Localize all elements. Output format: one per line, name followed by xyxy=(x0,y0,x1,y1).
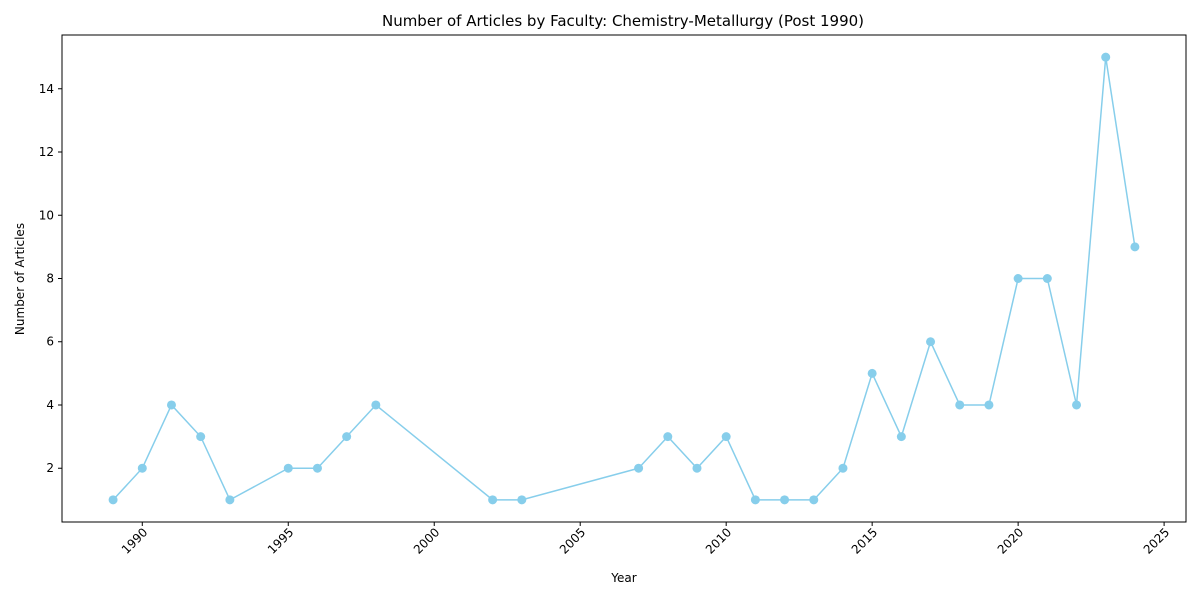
y-tick-label: 8 xyxy=(46,272,54,286)
y-tick-label: 2 xyxy=(46,461,54,475)
data-point-1997 xyxy=(342,432,352,442)
x-tick-label: 1995 xyxy=(265,525,296,556)
data-point-2018 xyxy=(955,400,965,410)
x-tick-label: 2010 xyxy=(703,525,734,556)
data-point-1993 xyxy=(225,495,235,505)
y-tick-label: 12 xyxy=(39,145,54,159)
data-point-2016 xyxy=(896,432,906,442)
data-point-2008 xyxy=(663,432,673,442)
data-point-1989 xyxy=(108,495,118,505)
data-point-2020 xyxy=(1013,274,1023,283)
data-point-2009 xyxy=(692,463,702,473)
data-point-2010 xyxy=(721,432,731,442)
data-point-1991 xyxy=(166,400,176,410)
data-point-1996 xyxy=(312,463,322,473)
x-tick-label: 2020 xyxy=(995,525,1026,556)
y-axis: 2 4 6 8 10 12 14 xyxy=(39,82,62,475)
series-line xyxy=(112,57,1136,501)
x-axis: 1990 1995 2000 2005 2010 2015 2020 2025 xyxy=(119,522,1172,557)
data-point-1990 xyxy=(137,463,147,473)
x-tick-label: 2015 xyxy=(849,525,880,556)
y-tick-label: 6 xyxy=(46,335,54,349)
data-points xyxy=(108,52,1140,505)
data-point-2011 xyxy=(750,495,760,505)
data-point-2021 xyxy=(1042,274,1052,283)
chart-title: Number of Articles by Faculty: Chemistry… xyxy=(382,12,864,30)
data-point-2023 xyxy=(1101,52,1111,62)
x-axis-label: Year xyxy=(610,571,636,585)
x-tick-label: 1990 xyxy=(119,525,150,556)
data-point-2007 xyxy=(634,463,644,473)
data-point-2014 xyxy=(838,463,848,473)
plot-area xyxy=(61,34,1187,523)
y-axis-label: Number of Articles xyxy=(13,223,27,335)
data-point-2012 xyxy=(780,495,790,505)
y-tick-label: 4 xyxy=(46,398,54,412)
data-point-2003 xyxy=(517,495,527,505)
data-point-1992 xyxy=(196,432,206,442)
x-tick-label: 2025 xyxy=(1141,525,1172,556)
data-point-2015 xyxy=(867,368,877,378)
data-point-1995 xyxy=(283,463,293,473)
data-point-2019 xyxy=(984,400,994,410)
y-tick-label: 10 xyxy=(39,208,54,222)
data-point-1998 xyxy=(371,400,381,410)
x-tick-label: 2005 xyxy=(557,525,588,556)
data-point-2013 xyxy=(809,495,819,505)
y-tick-label: 14 xyxy=(39,82,54,96)
x-tick-label: 2000 xyxy=(411,525,442,556)
data-point-2024 xyxy=(1130,242,1140,252)
data-point-2017 xyxy=(926,337,936,347)
data-point-2022 xyxy=(1072,400,1082,410)
data-point-2002 xyxy=(488,495,498,505)
